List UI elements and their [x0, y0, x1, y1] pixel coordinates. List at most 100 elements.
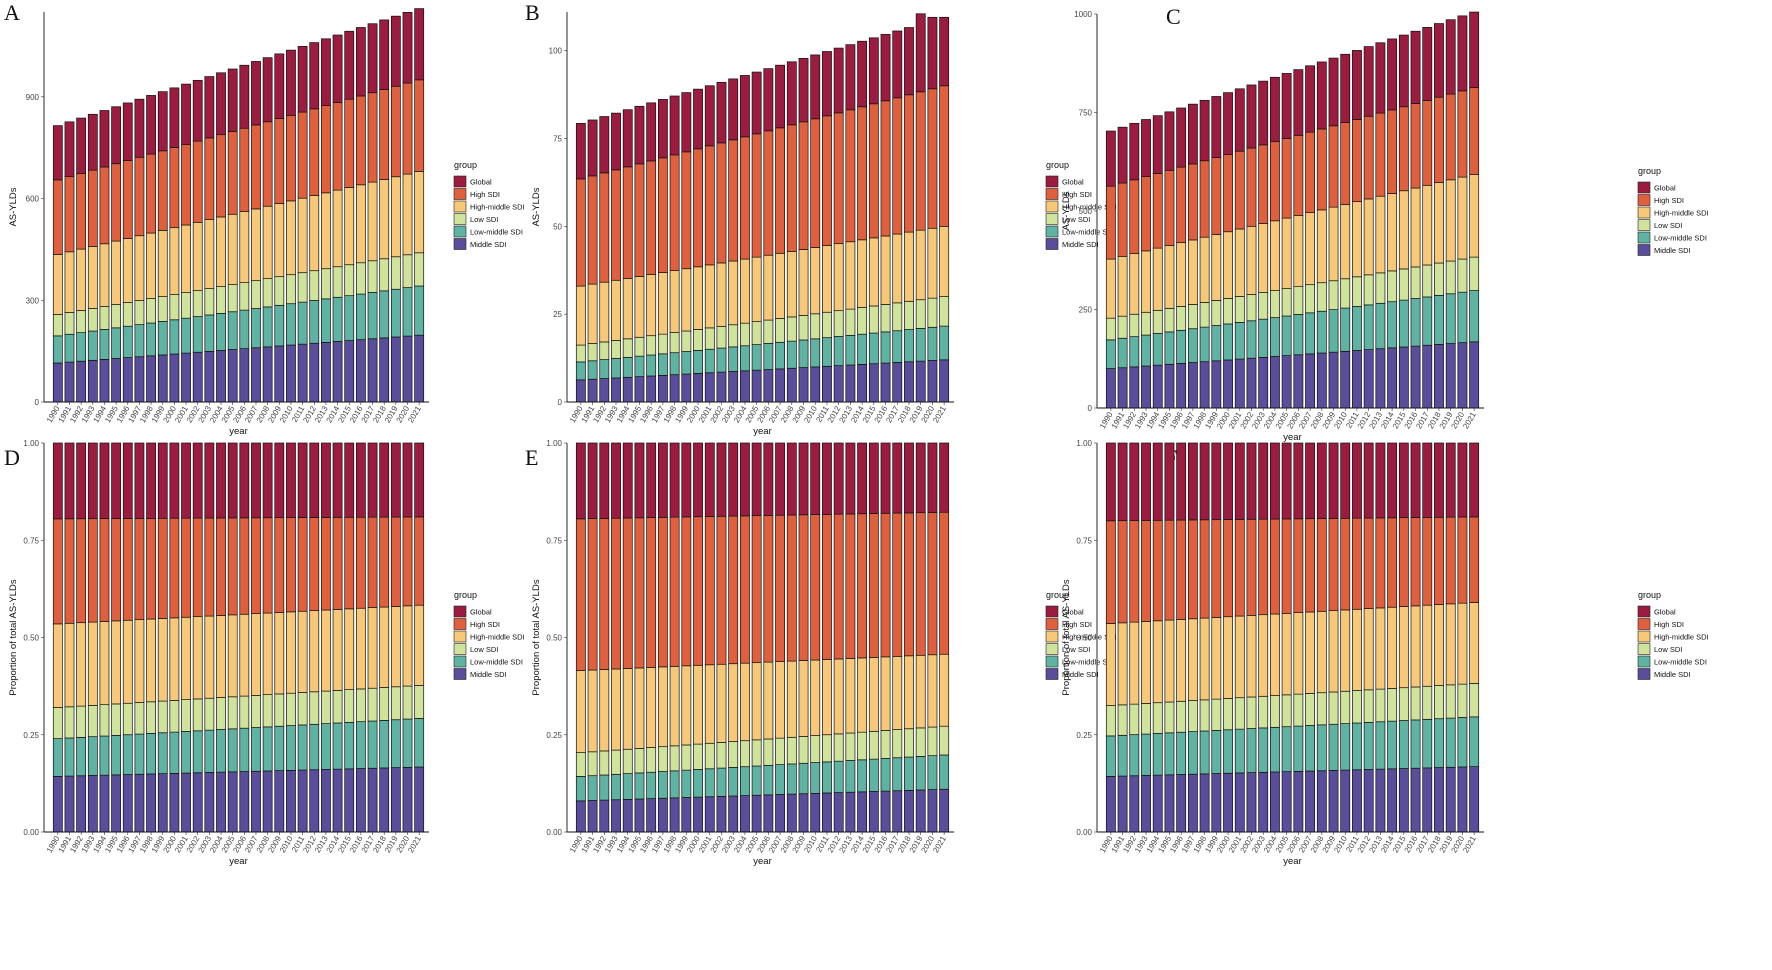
bar-D-1992-high-sdi: [76, 518, 87, 624]
bar-D-2015-low-sdi: [344, 689, 355, 723]
bar-B-2003-high-middle-sdi: [728, 260, 739, 326]
bar-D-2006-low-middle-sdi: [239, 727, 250, 772]
bar-B-1990-middle-sdi: [575, 379, 586, 403]
panel-letter-C: C: [1166, 4, 1181, 29]
bar-F-2010-low-middle-sdi: [1340, 723, 1351, 771]
bar-A-1995-low-sdi: [111, 304, 121, 329]
bar-F-1992-high-middle-sdi: [1129, 621, 1140, 705]
bar-A-2006-high-sdi: [239, 127, 250, 212]
panel-D: D199019911992199319941995199619971998199…: [4, 439, 525, 867]
bar-D-1991-global: [64, 442, 75, 520]
bar-A-1993-high-sdi: [87, 169, 98, 247]
bar-C-2010-low-middle-sdi: [1340, 307, 1351, 352]
bar-B-2021-global: [939, 16, 950, 87]
bar-B-2009-high-middle-sdi: [798, 249, 809, 316]
y-axis-title-B: AS-YLDs: [531, 187, 542, 226]
bar-B-2005-high-middle-sdi: [751, 256, 762, 322]
legend-label-B-low-sdi: Low SDI: [1062, 215, 1090, 224]
bar-B-2018-high-middle-sdi: [904, 231, 914, 302]
bar-C-2011-low-sdi: [1352, 276, 1362, 307]
bar-F-2002-low-middle-sdi: [1246, 728, 1257, 773]
y-axis-title-F: Proportion of total AS-YLDs: [1061, 579, 1072, 695]
bar-D-2011-low-middle-sdi: [297, 724, 308, 771]
bar-B-2004-middle-sdi: [739, 370, 750, 403]
bar-D-2004-high-sdi: [216, 517, 226, 616]
y-tick-label-E-0.00: 0.00: [546, 828, 562, 837]
bar-C-1999-middle-sdi: [1211, 360, 1222, 409]
bar-E-2014-low-middle-sdi: [857, 759, 868, 793]
bar-D-1998-low-middle-sdi: [146, 733, 156, 775]
bar-B-1993-low-sdi: [611, 340, 621, 359]
bar-C-2003-middle-sdi: [1258, 357, 1269, 409]
bar-F-2008-low-sdi: [1316, 692, 1327, 726]
bar-A-2009-low-middle-sdi: [274, 304, 285, 347]
bar-C-2010-high-sdi: [1340, 122, 1351, 205]
legend-label-B-high-middle-sdi: High-middle SDI: [1062, 203, 1117, 212]
bar-C-2016-low-sdi: [1410, 266, 1421, 299]
bar-D-2000-global: [169, 442, 180, 519]
bar-F-1993-middle-sdi: [1141, 775, 1151, 833]
legend-swatch-B-high-sdi: [1045, 188, 1059, 200]
bar-A-1992-low-middle-sdi: [76, 332, 87, 362]
legend-swatch-A-high-sdi: [453, 188, 467, 200]
bar-B-2000-middle-sdi: [693, 373, 703, 403]
bar-F-2014-low-sdi: [1387, 688, 1398, 722]
bar-D-2009-global: [274, 442, 285, 519]
bar-A-1996-low-sdi: [122, 302, 133, 327]
bar-E-2010-high-sdi: [810, 514, 821, 661]
y-tick-label-E-0.25: 0.25: [546, 731, 562, 740]
bar-E-2007-high-sdi: [775, 514, 786, 662]
bar-A-1996-high-sdi: [122, 160, 133, 239]
bar-F-1998-low-sdi: [1199, 699, 1210, 732]
bar-A-2020-low-sdi: [402, 254, 413, 288]
bar-E-2009-global: [798, 442, 809, 516]
bar-F-1998-low-middle-sdi: [1199, 730, 1210, 775]
bar-F-1992-high-sdi: [1129, 520, 1140, 623]
bar-C-1997-high-middle-sdi: [1187, 239, 1198, 305]
bar-C-1999-low-sdi: [1211, 300, 1222, 326]
bar-A-2009-global: [274, 53, 285, 119]
bar-D-1997-low-sdi: [134, 702, 145, 735]
bar-F-2001-global: [1234, 442, 1245, 520]
bar-B-2016-high-sdi: [880, 100, 891, 237]
bar-E-1995-high-sdi: [634, 517, 645, 669]
bar-B-2013-high-sdi: [845, 109, 856, 243]
bar-E-2011-low-sdi: [822, 734, 832, 763]
bar-D-2015-high-sdi: [344, 516, 355, 610]
bar-D-2003-low-sdi: [204, 697, 215, 731]
bar-C-2009-low-sdi: [1328, 280, 1339, 310]
bar-B-2008-low-sdi: [786, 316, 797, 342]
bar-B-1998-high-sdi: [669, 154, 680, 271]
bar-C-2019-global: [1445, 19, 1456, 95]
bar-A-2019-low-middle-sdi: [390, 288, 401, 338]
bar-C-2012-high-middle-sdi: [1363, 198, 1374, 276]
bar-D-2008-high-middle-sdi: [262, 612, 273, 695]
bar-D-2005-high-middle-sdi: [227, 614, 238, 698]
bar-F-2007-global: [1305, 442, 1316, 520]
bar-E-1993-low-middle-sdi: [611, 773, 621, 801]
bar-C-1995-high-sdi: [1164, 169, 1175, 246]
bar-E-1997-low-middle-sdi: [657, 771, 668, 799]
bar-A-2002-high-middle-sdi: [192, 221, 203, 291]
legend-swatch-E-middle-sdi: [1045, 668, 1059, 680]
bar-F-2021-low-middle-sdi: [1469, 716, 1480, 767]
x-tick-label-C-2021: 2021: [1461, 410, 1478, 430]
legend-swatch-A-middle-sdi: [453, 238, 467, 250]
bar-E-1999-global: [681, 442, 692, 518]
bar-E-2006-low-sdi: [763, 738, 774, 766]
bar-F-1995-low-middle-sdi: [1164, 732, 1175, 776]
bar-D-2009-high-sdi: [274, 517, 285, 613]
bar-A-2016-low-sdi: [355, 262, 366, 295]
bar-B-1996-low-middle-sdi: [646, 354, 657, 377]
bar-D-2020-high-sdi: [402, 516, 413, 607]
bar-A-2003-low-middle-sdi: [204, 314, 215, 352]
bar-E-2019-global: [915, 442, 926, 514]
bar-D-1995-middle-sdi: [111, 774, 121, 833]
bar-D-1991-high-sdi: [64, 518, 75, 624]
bar-B-2020-middle-sdi: [927, 360, 938, 403]
bar-E-2016-low-sdi: [880, 730, 891, 759]
bar-F-2015-middle-sdi: [1398, 768, 1409, 833]
bar-F-2017-global: [1422, 442, 1433, 518]
legend-label-C-middle-sdi: Middle SDI: [1654, 246, 1691, 255]
bar-C-1999-high-middle-sdi: [1211, 234, 1222, 301]
